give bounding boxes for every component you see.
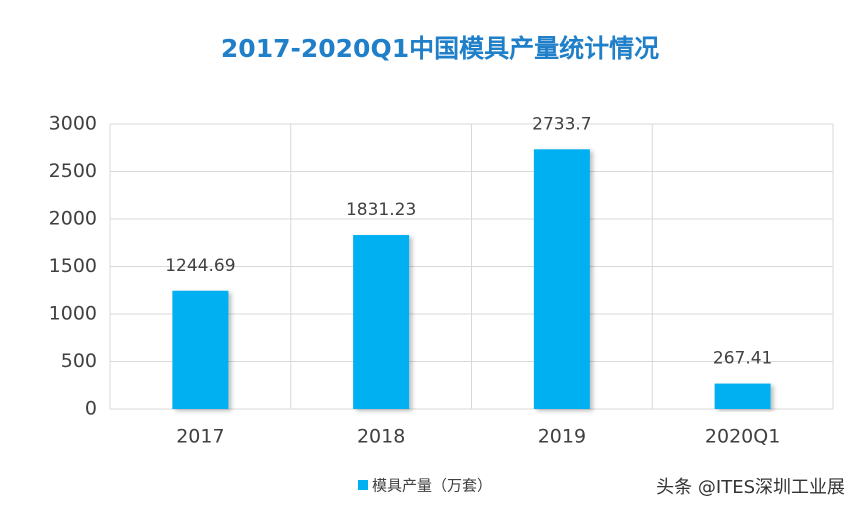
bar [533,149,590,409]
x-tick-label: 2019 [538,426,586,448]
value-label: 1831.23 [346,200,416,220]
y-tick-label: 1500 [49,255,97,277]
chart-title: 2017-2020Q1中国模具产量统计情况 [221,34,659,63]
bar [172,290,229,409]
y-tick-label: 0 [85,398,97,420]
value-label: 267.41 [713,349,772,369]
y-tick-label: 3000 [49,113,97,135]
watermark: 头条 @ITES深圳工业展 [656,477,845,498]
legend-label: 模具产量（万套） [372,477,492,495]
y-tick-label: 2000 [49,208,97,230]
y-tick-label: 500 [61,350,97,372]
x-tick-label: 2017 [176,426,224,448]
value-label: 1244.69 [165,256,235,276]
legend-swatch [358,480,368,490]
value-label: 2733.7 [532,114,591,134]
x-tick-label: 2020Q1 [705,426,780,448]
x-tick-label: 2018 [357,426,405,448]
y-tick-label: 1000 [49,303,97,325]
y-tick-label: 2500 [49,160,97,182]
bar [353,235,410,409]
bar [714,383,771,409]
